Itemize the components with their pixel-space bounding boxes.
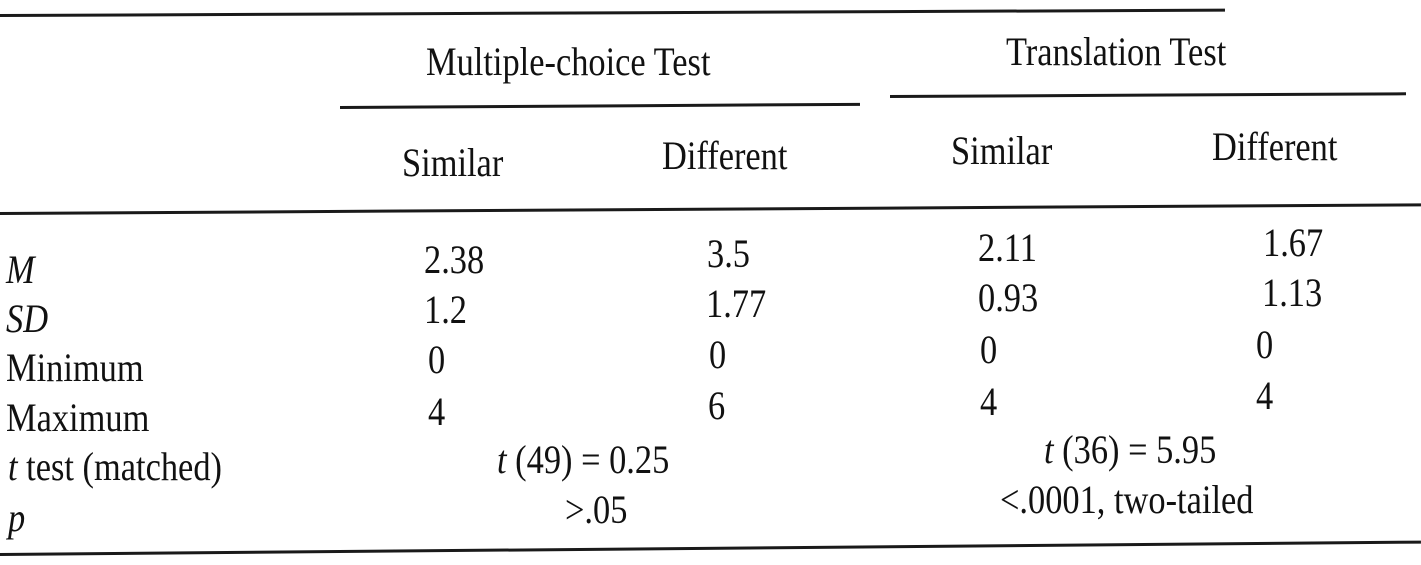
cell-t-test-tr: t (36) = 5.95 [1044, 430, 1216, 470]
t-symbol: t [8, 444, 18, 489]
cell-mean-mc-different: 3.5 [707, 231, 750, 276]
cell-min-mc-similar: 0 [428, 337, 446, 382]
cell-mean-tr-different: 1.67 [1263, 220, 1324, 265]
cell-sd-tr-similar: 0.93 [978, 275, 1039, 320]
cell-min-mc-different: 0 [709, 332, 727, 377]
row-label-minimum: Minimum [6, 345, 144, 390]
row-label-maximum: Maximum [6, 395, 150, 440]
table-bottom-rule [0, 540, 1421, 556]
cell-sd-mc-different: 1.77 [706, 281, 767, 326]
cell-min-tr-different: 0 [1256, 322, 1274, 367]
cell-p-tr: <.0001, two-tailed [1000, 477, 1254, 522]
cell-max-mc-different: 6 [708, 383, 726, 428]
spanner-rule-translation [889, 92, 1407, 98]
group-header-translation: Translation Test [1006, 29, 1227, 74]
cell-t-test-mc: t (49) = 0.25 [497, 440, 669, 480]
table-top-rule [0, 8, 1225, 17]
t-test-tr-value: (36) = 5.95 [1053, 427, 1217, 472]
cell-p-mc: >.05 [565, 487, 628, 532]
cell-mean-tr-similar: 2.11 [978, 225, 1037, 270]
cell-mean-mc-similar: 2.38 [424, 237, 485, 282]
cell-sd-mc-similar: 1.2 [424, 287, 467, 332]
row-label-p: p [8, 495, 26, 540]
sub-header-mc-similar: Similar [402, 140, 504, 185]
row-label-mean: M [6, 247, 35, 292]
cell-max-mc-similar: 4 [428, 389, 446, 434]
sub-header-mc-different: Different [662, 133, 788, 178]
t-symbol: t [497, 437, 507, 482]
row-label-t-test: t test (matched) [8, 447, 222, 487]
header-bottom-rule [0, 203, 1421, 215]
group-header-multiple-choice: Multiple-choice Test [426, 39, 711, 84]
cell-sd-tr-different: 1.13 [1262, 270, 1323, 315]
sub-header-tr-similar: Similar [951, 128, 1053, 173]
t-test-label-rest: test (matched) [17, 444, 222, 489]
spanner-rule-multiple-choice [339, 102, 860, 109]
cell-max-tr-different: 4 [1256, 373, 1274, 418]
row-label-sd: SD [6, 296, 49, 341]
t-symbol: t [1044, 427, 1054, 472]
sub-header-tr-different: Different [1212, 124, 1338, 169]
cell-min-tr-similar: 0 [980, 327, 998, 372]
t-test-mc-value: (49) = 0.25 [506, 437, 670, 482]
cell-max-tr-similar: 4 [980, 379, 998, 424]
